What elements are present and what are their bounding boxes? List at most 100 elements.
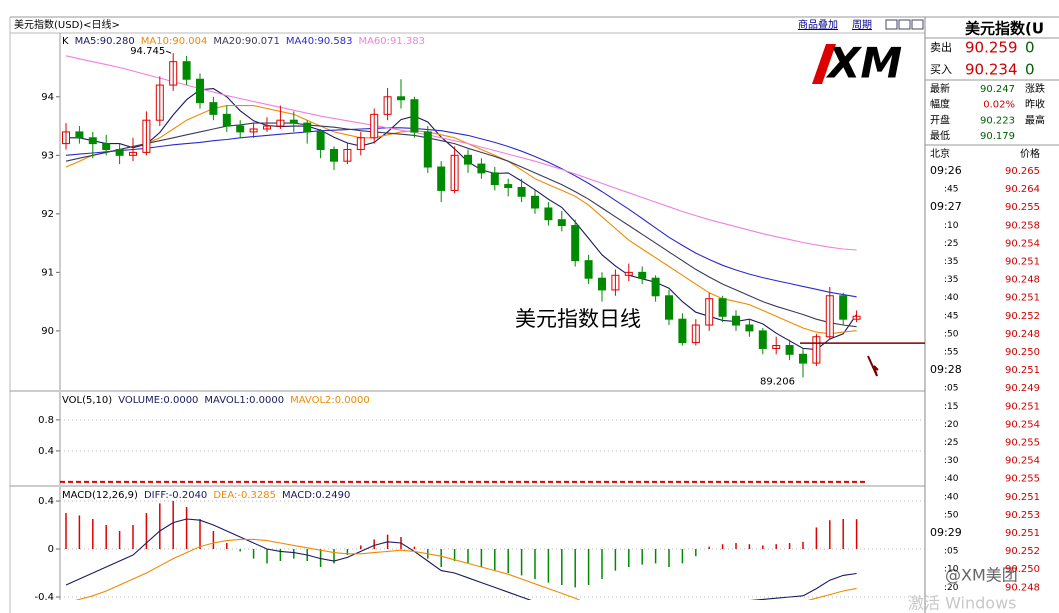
tick-price: 90.248	[1005, 275, 1040, 286]
legend-item: MA5:90.280	[75, 36, 135, 47]
zoom-in-button[interactable]	[885, 19, 898, 30]
quote-price: 90.259	[965, 39, 1018, 57]
tick-price: 90.264	[1005, 184, 1040, 195]
quote-change: 0	[1025, 61, 1035, 79]
tick-time: :45	[944, 185, 958, 195]
tick-price: 90.251	[1005, 257, 1040, 268]
restore-button[interactable]	[911, 19, 924, 30]
tick-price: 90.250	[1005, 564, 1040, 575]
indicator-line	[75, 538, 857, 600]
chart-header-title: 美元指数(USD)<日线>	[14, 18, 120, 31]
y-tick-label: 0	[48, 544, 54, 555]
legend-item: MACD(12,26,9)	[62, 490, 138, 501]
y-tick-label: 0.4	[38, 496, 54, 507]
legend-item: DIFF:-0.2040	[144, 490, 207, 501]
legend-item: MAVOL1:0.0000	[204, 395, 284, 406]
tick-time: :45	[944, 311, 958, 321]
tick-time: :25	[944, 239, 958, 249]
quote-label: 幅度	[930, 98, 950, 111]
os-notice: 激活 Windows	[908, 594, 1017, 613]
tick-time: :40	[944, 492, 959, 502]
lines	[65, 518, 857, 600]
zoom-out-button[interactable]	[898, 19, 911, 30]
y-tick-label: 93	[41, 150, 54, 161]
tick-price: 90.251	[1005, 365, 1040, 376]
tick-price: 90.258	[1005, 220, 1040, 231]
indicator-line	[65, 122, 857, 328]
tick-price: 90.253	[1005, 510, 1040, 521]
tick-time: :35	[944, 275, 958, 285]
tick-price: 90.248	[1005, 582, 1040, 593]
tick-price: 90.265	[1005, 166, 1040, 177]
tick-time: 09:27	[930, 200, 962, 213]
indicator-line	[65, 518, 857, 600]
tick-time: :25	[944, 438, 958, 448]
tick-time: :50	[944, 510, 959, 520]
legend-item: MA40:90.583	[286, 36, 353, 47]
quote-label: 开盘	[930, 113, 950, 126]
arrow	[867, 355, 879, 377]
legend-item: K	[62, 36, 69, 47]
quote-change: 0	[1025, 39, 1035, 57]
table-header: 北京	[930, 147, 950, 160]
tick-price: 90.250	[1005, 347, 1040, 358]
tick-time: 09:26	[930, 164, 962, 177]
legend-item: MACD:0.2490	[282, 490, 350, 501]
y-tick-label: 90	[41, 326, 54, 337]
legend-item: MAVOL2:0.0000	[290, 395, 370, 406]
tick-time: :10	[944, 221, 959, 231]
y-tick-label: -0.4	[34, 592, 54, 603]
y-tick-label: 91	[41, 267, 54, 278]
histogram	[65, 501, 858, 588]
quote-label: 最新	[930, 82, 950, 95]
indicator-line	[65, 127, 857, 298]
tick-price: 90.255	[1005, 474, 1040, 485]
legend-item: MA60:91.383	[358, 36, 425, 47]
tick-time: :20	[944, 583, 959, 593]
quote-value: 90.223	[980, 115, 1015, 126]
tick-price: 90.251	[1005, 492, 1040, 503]
quote-price: 90.234	[965, 61, 1018, 79]
tick-price: 90.254	[1005, 419, 1040, 430]
lines	[65, 55, 858, 351]
window-buttons	[885, 19, 924, 30]
tick-time: 09:29	[930, 526, 962, 539]
quote-title: 美元指数(U	[965, 20, 1044, 38]
tick-price: 90.254	[1005, 238, 1040, 249]
quote-label: 昨收	[1025, 98, 1045, 111]
quote-label: 买入	[930, 63, 952, 76]
legend-item: MA10:90.004	[141, 36, 208, 47]
overlay-button[interactable]: 商品叠加	[798, 18, 838, 31]
tick-time: :05	[944, 384, 958, 394]
table-header: 价格	[1020, 147, 1040, 160]
tick-price: 90.252	[1005, 546, 1040, 557]
tick-price: 90.248	[1005, 329, 1040, 340]
tick-price: 90.255	[1005, 202, 1040, 213]
chart-annotation: 美元指数日线	[515, 307, 641, 331]
quote-label: 卖出	[930, 40, 952, 54]
period-button[interactable]: 周期	[852, 19, 872, 31]
y-tick-label: 92	[41, 209, 54, 220]
tick-price: 90.254	[1005, 456, 1040, 467]
legend-item: DEA:-0.3285	[213, 490, 276, 501]
tick-price: 90.251	[1005, 528, 1040, 539]
logo: XM	[825, 39, 902, 88]
tick-time: :15	[944, 402, 958, 412]
tick-time: :10	[944, 565, 959, 575]
low-label: 89.206	[760, 376, 795, 387]
tick-price: 90.255	[1005, 438, 1040, 449]
tick-time: :55	[944, 348, 958, 358]
tick-time: :35	[944, 257, 958, 267]
y-tick-label: 0.8	[38, 415, 54, 426]
tick-time: :40	[944, 474, 959, 484]
y-tick-label: 0.4	[38, 446, 54, 457]
quote-label: 涨跌	[1025, 82, 1045, 95]
high-label: 94.745	[130, 46, 165, 57]
quote-label: 最高	[1025, 113, 1045, 126]
quote-value: 0.02%	[983, 100, 1015, 111]
legend-item: VOLUME:0.0000	[118, 395, 198, 406]
tick-time: :50	[944, 329, 959, 339]
high-pointer	[166, 50, 172, 54]
